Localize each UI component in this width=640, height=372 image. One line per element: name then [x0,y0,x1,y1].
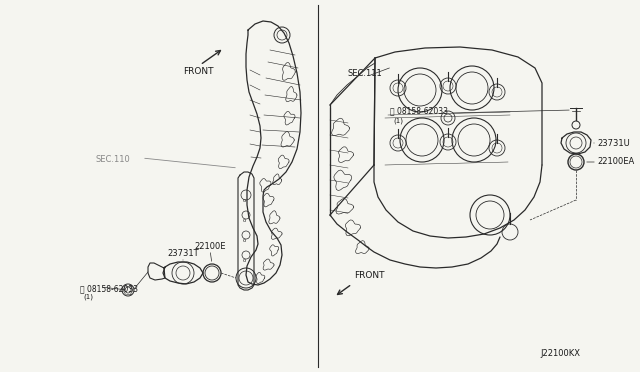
Text: 22100EA: 22100EA [597,157,634,167]
Text: o: o [243,238,246,243]
Text: Ⓑ 08158-62033: Ⓑ 08158-62033 [80,284,138,293]
Text: o: o [243,218,246,223]
Text: (1): (1) [83,294,93,301]
Text: Ⓑ 08158-62033: Ⓑ 08158-62033 [390,106,448,115]
Text: 23731U: 23731U [597,138,630,148]
Text: (1): (1) [393,118,403,124]
Text: J22100KX: J22100KX [540,349,580,358]
Text: o: o [243,198,246,203]
Text: SEC.111: SEC.111 [348,69,383,78]
Text: 23731T: 23731T [167,249,198,258]
Text: FRONT: FRONT [183,67,214,76]
Text: 22100E: 22100E [194,242,225,251]
Text: FRONT: FRONT [354,271,385,280]
Text: o: o [243,258,246,263]
Text: SEC.110: SEC.110 [96,155,131,164]
